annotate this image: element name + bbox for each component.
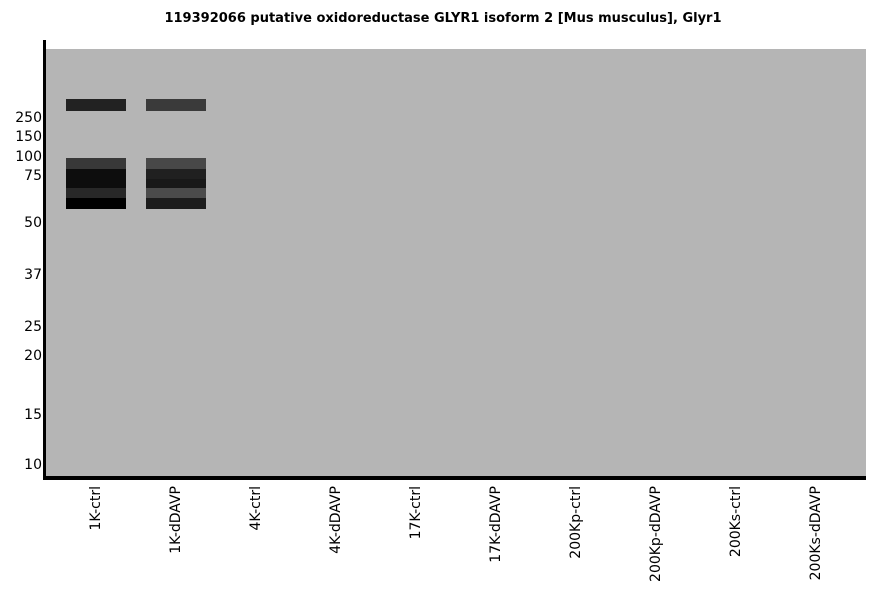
gel-band	[66, 158, 126, 169]
y-axis-tick-label: 37	[24, 267, 42, 283]
x-axis-spine	[43, 476, 866, 480]
y-axis-spine	[43, 40, 46, 480]
y-axis-tick-label: 25	[24, 319, 42, 335]
y-axis-tick-label: 20	[24, 348, 42, 364]
gel-band	[146, 198, 206, 209]
gel-band	[146, 158, 206, 169]
lane-label-text: 200Ks-ctrl	[728, 486, 744, 558]
lane-label-text: 1K-ctrl	[88, 486, 104, 531]
gel-band	[66, 99, 126, 111]
gel-band	[66, 169, 126, 188]
lane-label-text: 4K-dDAVP	[328, 486, 344, 554]
lane-label-text: 200Kp-dDAVP	[648, 486, 664, 582]
lane-label-text: 17K-dDAVP	[488, 486, 504, 563]
gel-band	[146, 169, 206, 179]
gel-band	[146, 188, 206, 198]
lane-label-text: 1K-dDAVP	[168, 486, 184, 554]
gel-band	[66, 188, 126, 198]
y-axis-tick-label: 150	[15, 129, 42, 145]
lane-label-text: 17K-ctrl	[408, 486, 424, 540]
y-axis-tick-label: 15	[24, 407, 42, 423]
y-axis-tick-label: 250	[15, 110, 42, 126]
gel-band	[66, 198, 126, 209]
gel-band	[146, 99, 206, 111]
lane-label-text: 200Ks-dDAVP	[808, 486, 824, 581]
y-axis-tick-label: 75	[24, 168, 42, 184]
gel-plot-area	[46, 49, 866, 476]
lane-label-text: 200Kp-ctrl	[568, 486, 584, 559]
lane-label-text: 4K-ctrl	[248, 486, 264, 531]
gel-band	[146, 179, 206, 188]
y-axis-tick-label: 100	[15, 149, 42, 165]
figure-title: 119392066 putative oxidoreductase GLYR1 …	[164, 11, 722, 26]
y-axis-tick-label: 50	[24, 215, 42, 231]
y-axis-tick-label: 10	[24, 457, 42, 473]
